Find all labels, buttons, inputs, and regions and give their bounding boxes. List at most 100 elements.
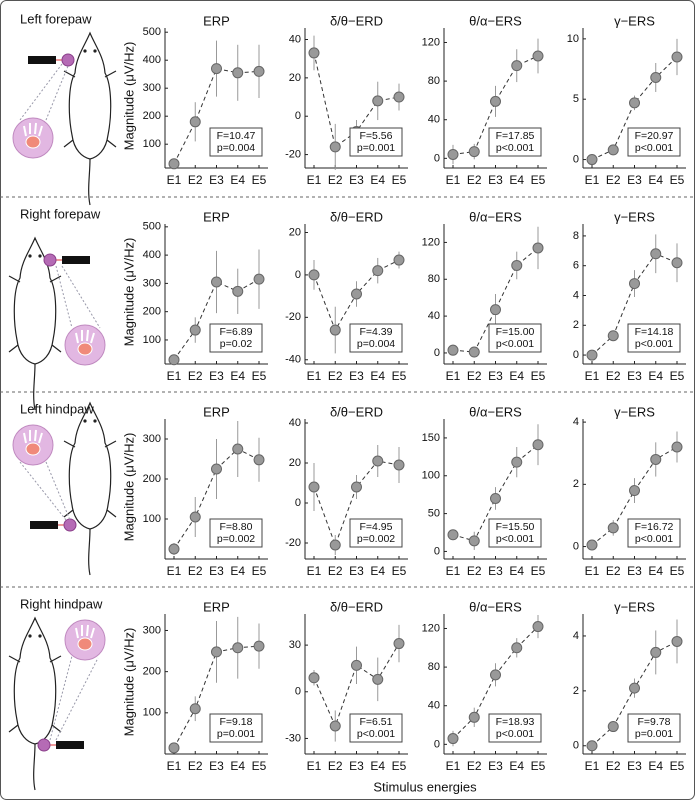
y-tick-label: 0	[573, 349, 579, 361]
data-point	[329, 539, 341, 551]
data-point	[490, 669, 501, 681]
data-point	[253, 454, 265, 466]
y-tick-label: 0	[573, 153, 579, 165]
data-point	[490, 492, 501, 504]
y-tick-label: 80	[428, 75, 440, 87]
y-tick-label: 10	[567, 33, 579, 45]
x-tick-label: E3	[209, 173, 224, 187]
data-point	[511, 456, 523, 468]
x-tick-label: E2	[328, 759, 343, 773]
annotation-box	[488, 323, 542, 353]
annotation: p=0.002	[217, 533, 255, 545]
annotation-box	[349, 323, 403, 353]
x-tick-label: E5	[670, 564, 685, 578]
chart-title: δ/θ−ERD	[330, 209, 383, 224]
annotation: F=14.18	[635, 326, 674, 338]
x-tick-label: E2	[606, 564, 621, 578]
data-point	[586, 740, 598, 752]
rat-illustration	[12, 402, 117, 576]
x-tick-label: E2	[467, 564, 482, 578]
x-tick-label: E1	[585, 564, 600, 578]
data-point	[629, 278, 640, 290]
y-axis-label: Magnitude (μV/Hz)	[121, 42, 136, 151]
y-tick-label: 0	[434, 545, 440, 557]
y-tick-label: 0	[434, 152, 440, 164]
data-point	[586, 349, 598, 361]
x-tick-label: E3	[349, 759, 364, 773]
y-tick-label: 0	[434, 347, 440, 359]
x-tick-label: E4	[230, 369, 245, 383]
data-point	[253, 273, 265, 285]
x-tick-label: E3	[209, 369, 224, 383]
x-axis-label: Stimulus energies	[373, 779, 477, 794]
data-point	[468, 711, 480, 723]
annotation-box	[349, 518, 403, 548]
x-tick-label: E2	[188, 564, 203, 578]
data-point	[650, 71, 662, 83]
y-tick-label: 200	[143, 306, 161, 318]
annotation-box	[209, 127, 263, 157]
x-tick-label: E3	[488, 369, 503, 383]
data-point	[671, 635, 683, 647]
data-point	[532, 621, 544, 633]
annotation: F=9.18	[220, 716, 253, 728]
x-tick-label: E2	[188, 173, 203, 187]
mean-line	[173, 68, 260, 165]
y-tick-label: 4	[573, 289, 579, 301]
y-tick-label: 150	[422, 432, 440, 444]
x-tick-label: E3	[488, 173, 503, 187]
data-point	[607, 721, 619, 733]
y-tick-label: 0	[573, 740, 579, 752]
y-tick-label: 20	[289, 226, 301, 238]
y-tick-label: 2	[573, 478, 579, 490]
data-point	[447, 529, 459, 541]
x-tick-label: E1	[307, 173, 322, 187]
x-tick-label: E4	[509, 369, 524, 383]
data-point	[329, 720, 341, 732]
data-point	[393, 254, 405, 266]
data-point	[329, 324, 341, 336]
x-tick-label: E2	[328, 173, 343, 187]
chart-title: δ/θ−ERD	[330, 404, 383, 419]
y-tick-label: 2	[573, 319, 579, 331]
x-tick-label: E3	[349, 173, 364, 187]
x-tick-label: E4	[230, 564, 245, 578]
rat-illustration	[12, 32, 117, 206]
x-tick-label: E3	[209, 564, 224, 578]
data-point	[211, 463, 222, 475]
x-tick-label: E2	[467, 369, 482, 383]
mean-line	[173, 448, 260, 550]
data-point	[511, 60, 523, 72]
annotation: F=10.47	[217, 130, 256, 142]
x-tick-label: E1	[446, 564, 461, 578]
y-tick-label: 5	[573, 93, 579, 105]
x-tick-label: E5	[531, 759, 546, 773]
x-tick-label: E4	[509, 173, 524, 187]
annotation: F=6.89	[220, 326, 253, 338]
annotation: p=0.002	[357, 533, 395, 545]
mean-line	[313, 643, 400, 728]
annotation: F=6.51	[360, 716, 393, 728]
annotation: F=15.00	[496, 326, 535, 338]
data-point	[372, 95, 384, 107]
data-point	[629, 682, 640, 694]
annotation: p<0.001	[635, 142, 673, 154]
y-tick-label: 120	[422, 622, 440, 634]
chart-title: δ/θ−ERD	[330, 599, 383, 614]
chart-title: ERP	[203, 599, 230, 614]
data-point	[329, 141, 341, 153]
data-point	[372, 455, 384, 467]
y-tick-label: 400	[143, 54, 161, 66]
data-point	[308, 269, 320, 281]
x-tick-label: E2	[606, 759, 621, 773]
y-tick-label: 40	[289, 33, 301, 45]
annotation-box	[488, 518, 542, 548]
x-tick-label: E1	[446, 369, 461, 383]
chart-title: γ−ERS	[614, 13, 655, 28]
row-label: Left forepaw	[20, 11, 92, 26]
x-tick-label: E4	[648, 564, 663, 578]
y-tick-label: -20	[285, 148, 301, 160]
data-point	[232, 642, 244, 654]
data-point	[468, 535, 480, 547]
x-tick-label: E5	[252, 369, 267, 383]
